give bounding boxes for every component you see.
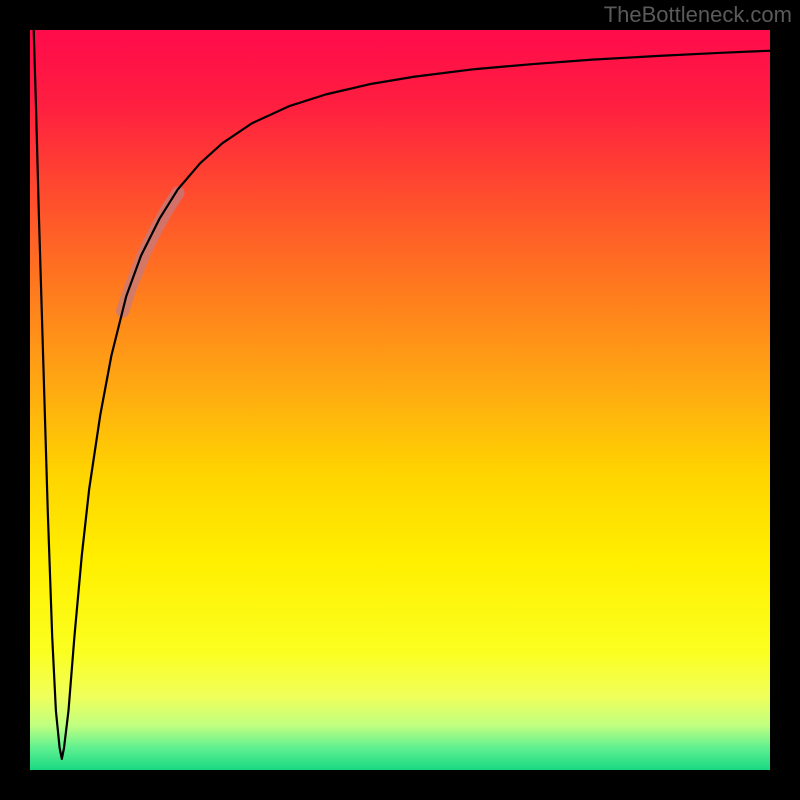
bottleneck-curve-chart — [0, 0, 800, 800]
chart-container: TheBottleneck.com — [0, 0, 800, 800]
frame-left — [0, 0, 30, 800]
frame-right — [770, 0, 800, 800]
plot-background — [30, 30, 770, 770]
frame-bottom — [0, 770, 800, 800]
watermark-text: TheBottleneck.com — [604, 2, 792, 28]
